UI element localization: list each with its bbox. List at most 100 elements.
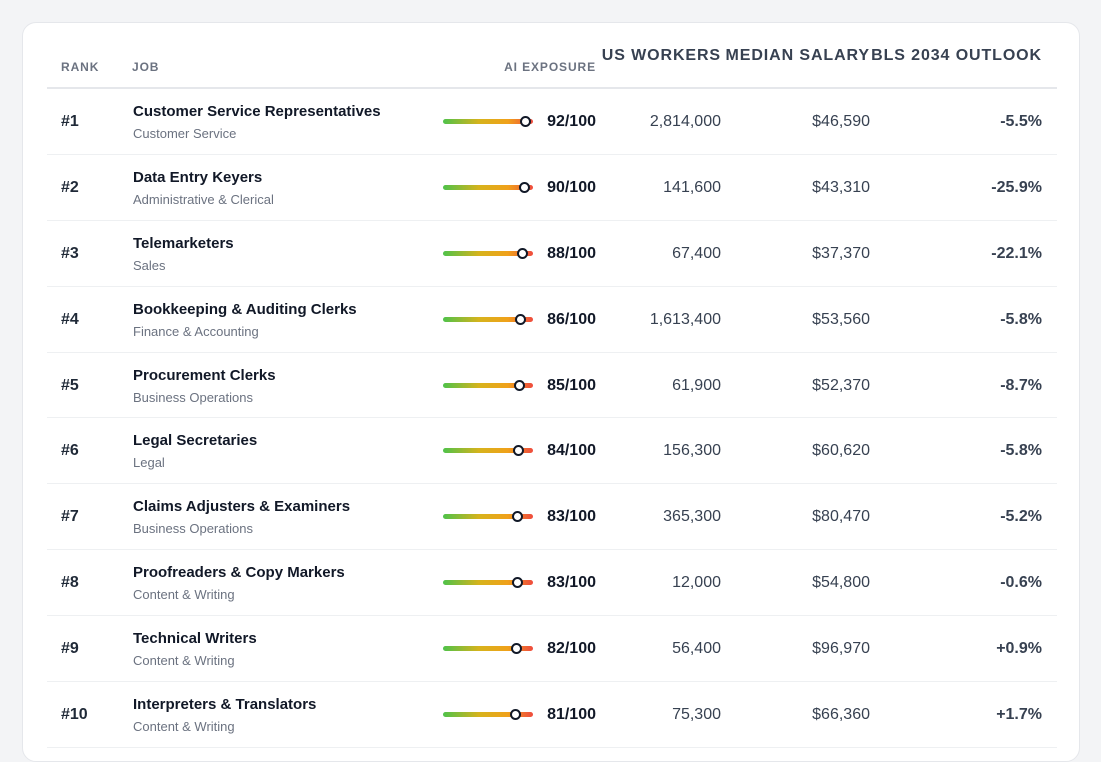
table-row[interactable]: #8 Proofreaders & Copy Markers Content & W… (47, 550, 1057, 617)
header-median-salary[interactable]: MEDIAN SALARY (725, 47, 870, 64)
table-row[interactable]: #4 Bookkeeping & Auditing Clerks Finance &… (47, 287, 1057, 353)
ai-exposure-score: 83/100 (547, 508, 596, 526)
ai-exposure-marker (510, 709, 522, 721)
rankings-card: RANK JOB AI EXPOSURE US WORKERS MEDIAN S… (22, 22, 1080, 762)
ai-exposure-bar (443, 379, 533, 391)
ai-exposure-score: 92/100 (547, 113, 596, 130)
ai-exposure-marker (513, 445, 525, 457)
table-row[interactable]: #5 Procurement Clerks Business Operations 8… (47, 353, 1057, 419)
job-category: Administrative & Clerical (133, 191, 274, 207)
median-salary-cell: $46,590 (812, 113, 870, 130)
ai-exposure-marker (516, 247, 528, 259)
median-salary-cell: $52,370 (812, 376, 870, 394)
median-salary-cell: $80,470 (812, 508, 870, 526)
table-row[interactable]: #10 Interpreters & Translators Content & W… (47, 682, 1057, 748)
outlook-cell: +1.7% (996, 706, 1042, 724)
job-category: Content & Writing (133, 653, 235, 669)
ai-exposure-marker (512, 577, 524, 589)
ai-exposure-marker (518, 181, 530, 193)
job-title[interactable]: Customer Service Representatives (133, 103, 381, 120)
table-row[interactable]: #7 Claims Adjusters & Examiners Business O… (47, 484, 1057, 551)
median-salary-cell: $43,310 (812, 178, 870, 196)
ai-exposure-marker (520, 116, 532, 127)
rank-cell: #4 (61, 310, 79, 328)
ai-exposure-bar (443, 247, 533, 259)
job-category: Customer Service (133, 126, 237, 141)
job-title[interactable]: Legal Secretaries (133, 432, 258, 450)
rank-cell: #8 (61, 574, 79, 592)
outlook-cell: -8.7% (1000, 376, 1042, 394)
header-ai-exposure[interactable]: AI EXPOSURE (504, 60, 596, 74)
ai-exposure-marker (514, 379, 525, 391)
rank-cell: #5 (61, 376, 79, 394)
us-workers-cell: 365,300 (663, 508, 721, 526)
ai-exposure-score: 84/100 (547, 442, 596, 460)
outlook-cell: -0.6% (1000, 574, 1042, 592)
job-title[interactable]: Data Entry Keyers (133, 168, 263, 186)
rank-cell: #9 (61, 640, 79, 658)
job-category: Content & Writing (133, 587, 235, 603)
median-salary-cell: $37,370 (812, 244, 870, 262)
header-rank[interactable]: RANK (61, 60, 100, 74)
job-title[interactable]: Procurement Clerks (133, 366, 276, 384)
job-category: Legal (133, 455, 165, 471)
ai-exposure-score: 82/100 (547, 640, 596, 658)
median-salary-cell: $54,800 (812, 574, 870, 592)
outlook-cell: -5.8% (1000, 310, 1042, 328)
ai-exposure-bar (443, 511, 533, 523)
outlook-cell: -5.8% (1000, 442, 1042, 460)
us-workers-cell: 141,600 (663, 178, 721, 196)
us-workers-cell: 2,814,000 (649, 113, 721, 130)
rank-cell: #2 (61, 178, 79, 196)
job-title[interactable]: Proofreaders & Copy Markers (133, 564, 345, 582)
header-bls-outlook[interactable]: BLS 2034 OUTLOOK (871, 47, 1042, 64)
table-header: RANK JOB AI EXPOSURE US WORKERS MEDIAN S… (47, 23, 1057, 89)
job-category: Business Operations (133, 521, 253, 537)
outlook-cell: +0.9% (996, 640, 1042, 658)
us-workers-cell: 12,000 (672, 574, 721, 592)
rank-cell: #6 (61, 442, 79, 460)
ai-exposure-bar (443, 313, 533, 325)
ai-exposure-score: 86/100 (547, 310, 596, 328)
table-row[interactable]: #2 Data Entry Keyers Administrative & Cler… (47, 155, 1057, 221)
us-workers-cell: 67,400 (672, 244, 721, 262)
table-row[interactable]: #6 Legal Secretaries Legal 84/100 156,300 $60… (47, 418, 1057, 485)
ai-exposure-marker (514, 313, 526, 325)
job-category: Finance & Accounting (133, 323, 259, 339)
median-salary-cell: $60,620 (812, 442, 870, 460)
outlook-cell: -5.5% (1000, 113, 1042, 130)
us-workers-cell: 61,900 (672, 376, 721, 394)
table-row[interactable]: #1 Customer Service Representatives Custom… (47, 89, 1057, 155)
rank-cell: #3 (61, 244, 79, 262)
job-title[interactable]: Telemarketers (133, 234, 234, 252)
table-row[interactable]: #3 Telemarketers Sales 88/100 67,400 $37,370 -… (47, 221, 1057, 287)
ai-exposure-bar (443, 116, 533, 127)
header-us-workers[interactable]: US WORKERS (601, 47, 721, 64)
job-category: Business Operations (133, 389, 253, 405)
job-title[interactable]: Claims Adjusters & Examiners (133, 498, 351, 516)
us-workers-cell: 1,613,400 (649, 310, 721, 328)
ai-exposure-bar (443, 445, 533, 457)
outlook-cell: -25.9% (991, 178, 1042, 196)
median-salary-cell: $66,360 (812, 706, 870, 724)
median-salary-cell: $96,970 (812, 640, 870, 658)
us-workers-cell: 56,400 (672, 640, 721, 658)
ai-exposure-bar (443, 181, 533, 193)
ai-exposure-score: 88/100 (547, 244, 596, 262)
job-category: Sales (133, 257, 166, 273)
job-title[interactable]: Bookkeeping & Auditing Clerks (133, 300, 357, 318)
header-job[interactable]: JOB (132, 60, 160, 74)
job-title[interactable]: Technical Writers (133, 630, 257, 648)
rank-cell: #1 (61, 113, 79, 130)
table-body: #1 Customer Service Representatives Custom… (47, 89, 1057, 748)
outlook-cell: -5.2% (1000, 508, 1042, 526)
ai-exposure-marker (512, 511, 524, 523)
ai-exposure-score: 81/100 (547, 706, 596, 724)
table-row[interactable]: #9 Technical Writers Content & Writing 82/1… (47, 616, 1057, 683)
rank-cell: #10 (61, 706, 88, 724)
us-workers-cell: 75,300 (672, 706, 721, 724)
ai-exposure-score: 85/100 (547, 376, 596, 394)
ai-exposure-bar (443, 643, 533, 655)
job-title[interactable]: Interpreters & Translators (133, 696, 317, 714)
ai-exposure-bar (443, 577, 533, 589)
